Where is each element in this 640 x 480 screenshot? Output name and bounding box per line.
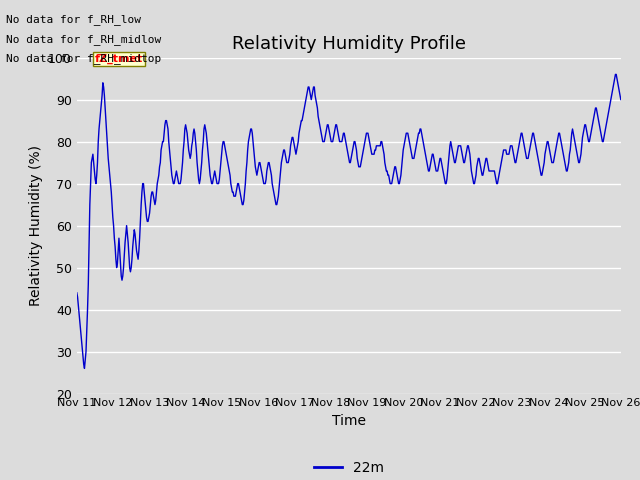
Legend: 22m: 22m [308, 456, 389, 480]
Y-axis label: Relativity Humidity (%): Relativity Humidity (%) [29, 145, 42, 306]
Text: fZ_tmet: fZ_tmet [95, 54, 143, 64]
Text: No data for f_RH_midlow: No data for f_RH_midlow [6, 34, 162, 45]
Text: No data for f_RH_low: No data for f_RH_low [6, 14, 141, 25]
X-axis label: Time: Time [332, 414, 366, 428]
Text: No data for f_RH_midtop: No data for f_RH_midtop [6, 53, 162, 64]
Title: Relativity Humidity Profile: Relativity Humidity Profile [232, 35, 466, 53]
